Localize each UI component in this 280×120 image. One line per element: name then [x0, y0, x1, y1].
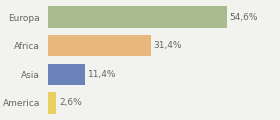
Bar [48, 92, 56, 114]
Bar [48, 6, 227, 28]
Bar [48, 35, 151, 56]
Text: 2,6%: 2,6% [59, 98, 82, 107]
Text: 11,4%: 11,4% [88, 70, 116, 79]
Text: 54,6%: 54,6% [229, 13, 258, 22]
Text: 31,4%: 31,4% [153, 41, 182, 50]
Bar [48, 64, 85, 85]
